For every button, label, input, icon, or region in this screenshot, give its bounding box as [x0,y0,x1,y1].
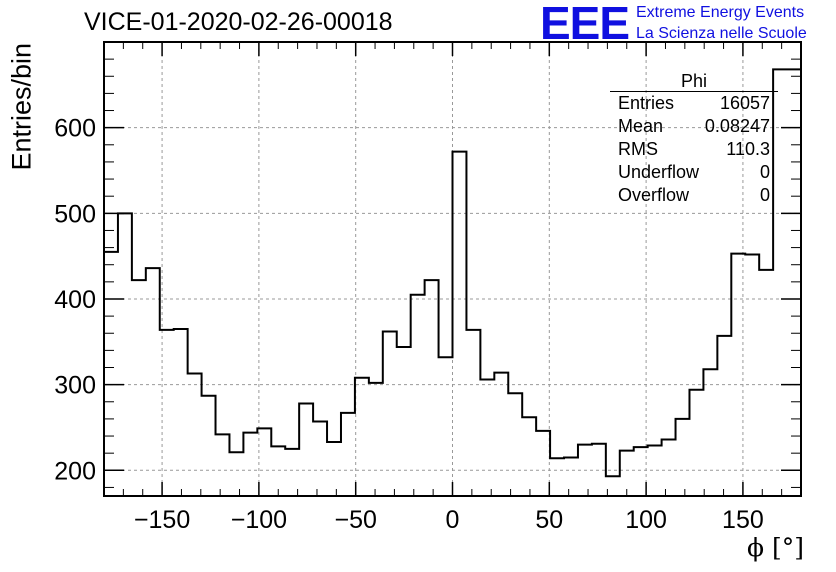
histogram-bin [188,374,202,496]
histogram-bin [787,69,801,496]
stats-row-rms: RMS 110.3 [610,138,778,161]
histogram-bin [578,445,592,496]
histogram-bin [327,442,341,496]
stats-label: Overflow [618,185,690,205]
x-tick-label: 50 [535,506,563,534]
stats-row-overflow: Overflow 0 [610,184,778,207]
axis-ticks [103,41,802,496]
histogram-bin [717,336,731,496]
histogram-bin [118,213,132,496]
histogram-bin [508,393,522,496]
histogram-bin [299,403,313,496]
histogram-bin [313,421,327,496]
stats-label: Mean [618,116,664,136]
histogram-bin [522,417,536,496]
histogram-bin [662,439,676,496]
histogram-bin [383,332,397,496]
stats-label: Underflow [618,162,700,182]
stats-label: Entries [618,93,675,113]
histogram-bin [146,268,160,496]
histogram-bin [634,447,648,496]
histogram-bin [759,270,773,496]
histogram-bin [271,446,285,496]
stats-value: 0 [759,185,770,205]
histogram-bin [703,369,717,496]
y-tick-label: 600 [54,115,96,143]
y-tick-label: 200 [54,457,96,485]
y-tick-label: 300 [54,372,96,400]
x-tick-label: 0 [446,506,460,534]
histogram-bin [341,413,355,496]
histogram-bin [494,373,508,496]
stats-value: 0.08247 [704,116,770,136]
histogram-bin [243,433,257,496]
stats-value: 110.3 [726,139,770,159]
histogram-bin [257,428,271,496]
stats-value: 16057 [719,93,770,113]
y-tick-label: 400 [54,286,96,314]
histogram-bin [536,431,550,496]
histogram-bin [550,458,564,496]
histogram-bin [606,476,620,496]
stats-label: RMS [618,139,658,159]
y-tick-label: 500 [54,200,96,228]
x-tick-label: 150 [722,506,764,534]
logo-line-1: Extreme Energy Events [636,4,805,21]
histogram-bin [397,347,411,496]
stats-row-mean: Mean 0.08247 [610,115,778,138]
histogram-bin [216,434,230,496]
histogram-bin [592,444,606,496]
histogram-bin [132,280,146,496]
histogram-bin [202,396,216,496]
histogram-bin [480,380,494,496]
histogram-bin [355,378,369,496]
histogram-bin [285,449,299,496]
x-tick-label: −150 [134,506,190,534]
histogram-bin [104,252,118,496]
histogram-bin [439,357,453,496]
histogram-bin [564,457,578,496]
x-axis-label: ϕ [°] [747,533,804,562]
histogram-bin [369,383,383,496]
stats-box: Phi Entries 16057 Mean 0.08247 RMS 110.3… [610,71,778,207]
histogram-bin [620,451,634,496]
histogram-bin [731,254,745,496]
logo-line-2: La Scienza nelle Scuole [636,25,807,42]
tick-labels: −150 −100 −50 0 50 100 150 200 300 400 500 600 [54,115,763,534]
x-tick-label: −100 [231,506,287,534]
histogram-bin [689,390,703,496]
y-axis-label: Entries/bin [6,42,37,171]
histogram-bin [425,280,439,496]
histogram-bin [174,329,188,496]
x-tick-label: −50 [334,506,376,534]
x-tick-label: 100 [625,506,667,534]
stats-row-underflow: Underflow 0 [610,161,778,184]
histogram-bin [160,330,174,496]
histogram-bin [745,254,759,496]
chart-title: VICE-01-2020-02-26-00018 [84,8,393,36]
histogram-bin [648,445,662,496]
histogram-bin [453,152,467,496]
histogram-bin [466,330,480,496]
histogram-bin [411,295,425,496]
eee-logo: EEE [540,0,630,49]
stats-title: Phi [610,71,778,92]
stats-row-entries: Entries 16057 [610,92,778,115]
stats-value: 0 [759,162,770,182]
histogram-bin [676,419,690,496]
histogram-bin [229,452,243,496]
histogram-line [104,68,801,478]
